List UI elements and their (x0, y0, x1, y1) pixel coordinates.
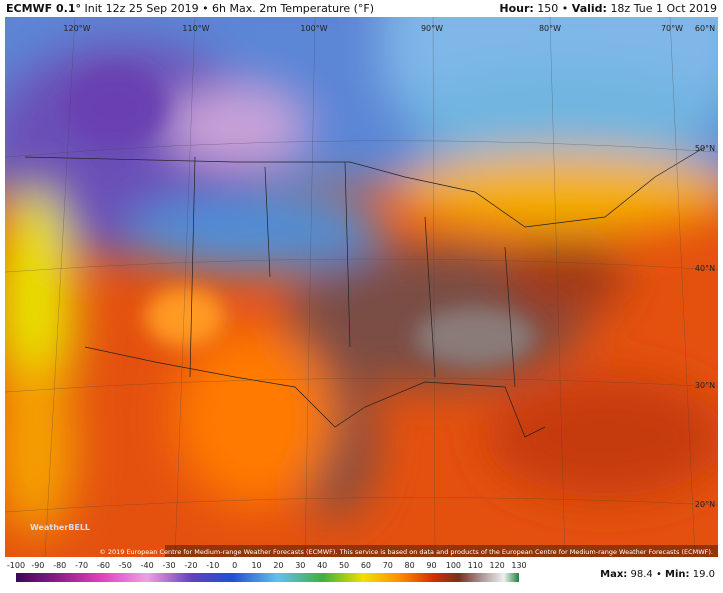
colorbar: -100 -90 -80 -70 -60 -50 -40 -30 -20 -10 0 10 20 30 40… (7, 561, 527, 582)
colorbar-tick-label: 60 (361, 561, 371, 570)
colorbar-tick-label: -90 (31, 561, 44, 570)
colorbar-tick-label: 130 (511, 561, 526, 570)
colorbar-ticks: -100 -90 -80 -70 -60 -50 -40 -30 -20 -10 0 10 20 30 40… (7, 561, 527, 570)
colorbar-tick-label: 30 (295, 561, 305, 570)
lon-label: 100°W (300, 24, 327, 33)
lon-label: 70°W (661, 24, 683, 33)
colorbar-tick-label: 110 (468, 561, 483, 570)
valid-label: Valid: (571, 2, 607, 15)
max-value: 98.4 (630, 569, 653, 580)
colorbar-ramp (16, 573, 519, 582)
temperature-field (5, 17, 718, 537)
header-right: Hour: 150 • Valid: 18z Tue 1 Oct 2019 (499, 2, 717, 15)
footer-stats: Max: 98.4 • Min: 19.0 (600, 569, 715, 580)
colorbar-tick-label: 40 (317, 561, 327, 570)
copyright-bg (165, 545, 718, 557)
colorbar-tick-label: -70 (75, 561, 88, 570)
colorbar-tick-label: -40 (141, 561, 154, 570)
borders (24, 146, 706, 438)
watermark: WeatherBELL (30, 523, 90, 532)
separator: • (561, 2, 569, 15)
lat-label: 50°N (695, 144, 715, 153)
colorbar-tick-label: -20 (184, 561, 197, 570)
hour-label: Hour: (499, 2, 534, 15)
hour: 150 (537, 2, 559, 15)
colorbar-tick-label: -50 (119, 561, 132, 570)
lat-label: 20°N (695, 500, 715, 509)
lat-label: 60°N (695, 24, 715, 33)
lon-label: 120°W (63, 24, 90, 33)
lat-label: 40°N (695, 264, 715, 273)
min-value: 19.0 (692, 569, 715, 580)
lat-label: 30°N (695, 381, 715, 390)
separator: • (655, 569, 662, 580)
min-label: Min: (665, 569, 690, 580)
colorbar-tick-label: 0 (232, 561, 237, 570)
init: Init 12z 25 Sep 2019 • 6h Max. 2m Temper… (84, 2, 375, 15)
temperature-detail (65, 67, 535, 367)
colorbar-tick-label: 120 (489, 561, 504, 570)
colorbar-tick-label: 90 (426, 561, 436, 570)
copyright: © 2019 European Centre for Medium-range … (99, 548, 713, 556)
colorbar-tick-label: 50 (339, 561, 349, 570)
lon-label: 80°W (539, 24, 561, 33)
colorbar-tick-label: 70 (383, 561, 393, 570)
model: ECMWF 0.1° (6, 2, 81, 15)
colorbar-tick-label: -60 (97, 561, 110, 570)
colorbar-tick-label: 10 (251, 561, 261, 570)
colorbar-tick-label: 80 (405, 561, 415, 570)
colorbar-tick-label: -10 (206, 561, 219, 570)
colorbar-tick-label: -80 (53, 561, 66, 570)
colorbar-tick-label: -30 (163, 561, 176, 570)
colorbar-tick-label: -100 (7, 561, 25, 570)
lon-label: 110°W (182, 24, 209, 33)
graticule (5, 17, 718, 557)
colorbar-tick-label: 100 (446, 561, 461, 570)
max-label: Max: (600, 569, 628, 580)
lon-label: 90°W (421, 24, 443, 33)
header-left: ECMWF 0.1° Init 12z 25 Sep 2019 • 6h Max… (6, 2, 374, 15)
valid: 18z Tue 1 Oct 2019 (610, 2, 717, 15)
colorbar-tick-label: 20 (273, 561, 283, 570)
map: 120°W 110°W 100°W 90°W 80°W 70°W 60°N 50… (5, 17, 718, 557)
